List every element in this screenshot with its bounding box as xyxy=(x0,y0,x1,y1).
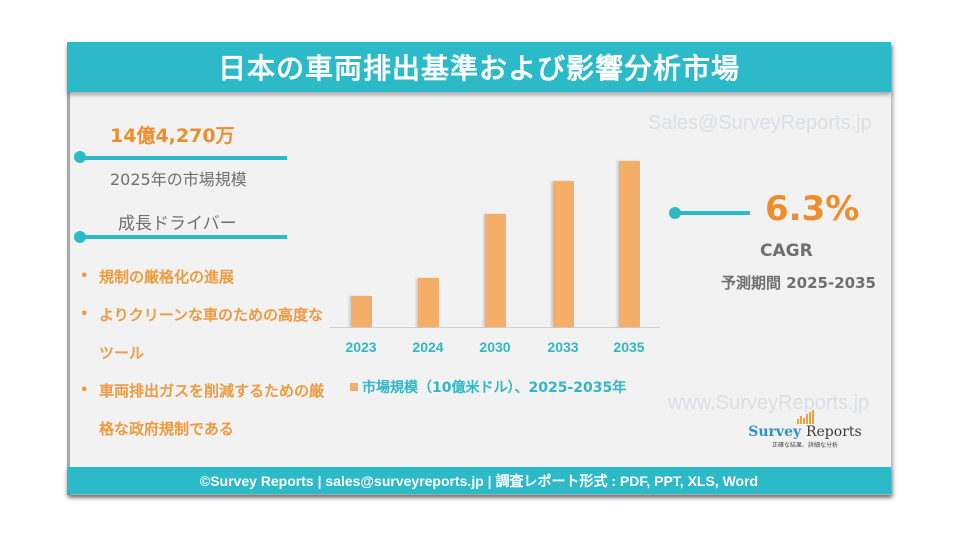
bar-2030 xyxy=(485,214,506,327)
drivers-line xyxy=(80,235,287,239)
x-tick-label: 2033 xyxy=(547,339,579,355)
forecast-period: 予測期間 2025-2035 xyxy=(721,274,876,292)
x-tick-label: 2023 xyxy=(345,339,377,355)
x-tick-label: 2030 xyxy=(479,339,511,355)
logo-tagline: 正確な結果、詳細な分析 xyxy=(771,442,838,449)
market-size-label: 2025年の市場規模 xyxy=(110,170,247,189)
drivers-heading: 成長ドライバー xyxy=(118,214,237,234)
bar-graph-icon xyxy=(740,410,870,424)
chart-legend: 市場規模（10億米ドル）、2025-2035年 xyxy=(350,377,626,397)
footer-bar: ©Survey Reports | sales@surveyreports.jp… xyxy=(67,467,891,494)
x-tick-label: 2035 xyxy=(613,339,645,355)
bar-2024 xyxy=(418,278,439,327)
survey-reports-logo: Survey Reports 正確な結果、詳細な分析 xyxy=(740,410,870,449)
bar-2023 xyxy=(351,296,372,327)
page-title: 日本の車両排出基準および影響分析市場 xyxy=(67,42,891,92)
cagr-value: 6.3% xyxy=(765,189,860,229)
legend-swatch xyxy=(350,383,358,391)
bar-2033 xyxy=(553,181,574,327)
logo-text-survey: Survey xyxy=(748,424,802,440)
x-tick-label: 2024 xyxy=(412,339,444,355)
cagr-line xyxy=(675,211,750,215)
market-size-value: 14億4,270万 xyxy=(110,125,235,147)
bar-chart xyxy=(330,140,660,328)
driver-item: 規制の厳格化の進展 xyxy=(74,258,374,296)
logo-text-reports: Reports xyxy=(805,424,862,440)
cagr-label: CAGR xyxy=(760,241,813,261)
legend-label: 市場規模（10億米ドル）、2025-2035年 xyxy=(362,380,627,396)
market-size-line xyxy=(80,156,287,160)
watermark-url: www.SurveyReports.jp xyxy=(668,392,870,414)
watermark-email: Sales@SurveyReports.jp xyxy=(648,112,872,134)
bar-2035 xyxy=(619,161,640,327)
